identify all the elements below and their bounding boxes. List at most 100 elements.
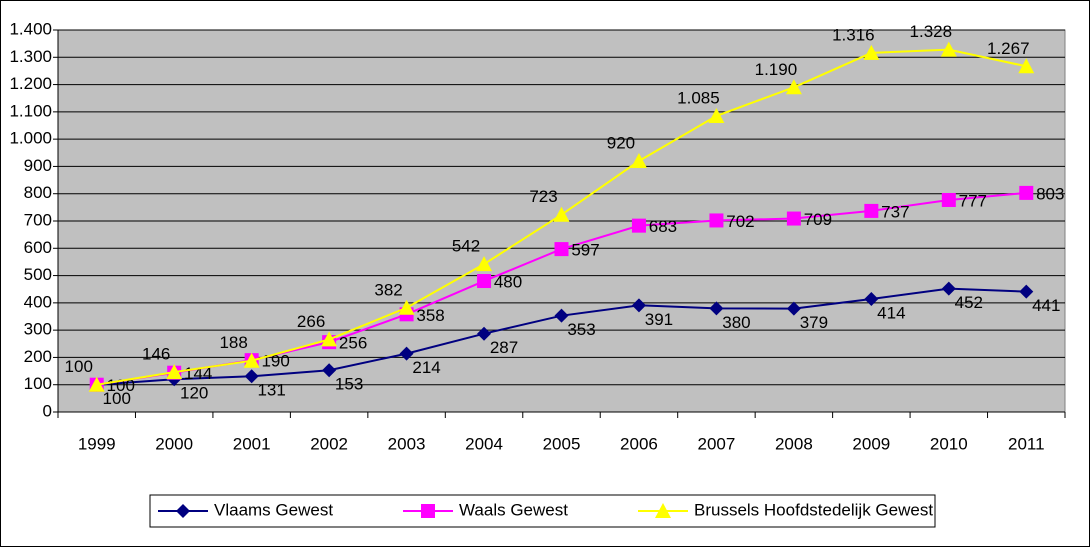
marker (553, 206, 570, 222)
y-tick-label: 1.300 (9, 47, 52, 66)
legend-marker (176, 504, 190, 518)
x-tick-label: 1999 (78, 434, 116, 453)
data-label: 452 (955, 293, 983, 312)
y-tick-label: 1.200 (9, 74, 52, 93)
data-label: 131 (257, 381, 285, 400)
marker (708, 107, 725, 123)
data-label: 1.316 (832, 25, 875, 44)
data-label: 266 (297, 312, 325, 331)
data-label: 803 (1036, 184, 1064, 203)
data-label: 214 (412, 358, 440, 377)
x-tick-label: 2008 (775, 434, 813, 453)
data-label: 920 (607, 133, 635, 152)
legend-marker (655, 503, 671, 518)
marker (864, 203, 879, 218)
legend-label: Brussels Hoofdstedelijk Gewest (694, 500, 933, 519)
marker (322, 363, 337, 378)
data-label: 256 (339, 334, 367, 353)
data-label: 777 (959, 191, 987, 210)
y-tick-label: 900 (24, 156, 52, 175)
marker (321, 331, 338, 347)
data-label: 441 (1032, 296, 1060, 315)
data-label: 414 (877, 304, 905, 323)
data-label: 100 (103, 389, 131, 408)
data-label: 100 (65, 357, 93, 376)
data-label: 188 (219, 333, 247, 352)
data-label: 709 (804, 210, 832, 229)
data-label: 1.190 (755, 60, 798, 79)
data-label: 120 (180, 384, 208, 403)
x-tick-label: 2009 (852, 434, 890, 453)
marker (243, 352, 260, 368)
y-tick-label: 400 (24, 292, 52, 311)
y-tick-label: 200 (24, 347, 52, 366)
x-tick-label: 2000 (155, 434, 193, 453)
x-tick-label: 2010 (930, 434, 968, 453)
y-tick-label: 500 (24, 265, 52, 284)
y-tick-label: 300 (24, 320, 52, 339)
marker (786, 211, 801, 226)
x-tick-label: 2011 (1008, 434, 1045, 453)
data-label: 379 (800, 313, 828, 332)
x-tick-label: 2001 (233, 434, 271, 453)
marker (631, 298, 646, 313)
data-label: 1.267 (987, 39, 1030, 58)
data-label: 683 (649, 217, 677, 236)
y-tick-label: 1.400 (9, 19, 52, 38)
marker (1018, 58, 1035, 74)
marker (398, 299, 415, 315)
data-label: 391 (645, 310, 673, 329)
marker (785, 79, 802, 95)
marker (941, 281, 956, 296)
marker (864, 292, 879, 307)
data-label: 597 (571, 241, 599, 260)
marker (630, 152, 647, 168)
data-label: 353 (567, 320, 595, 339)
marker (1019, 284, 1034, 299)
marker (709, 301, 724, 316)
x-tick-label: 2003 (388, 434, 426, 453)
marker (244, 369, 259, 384)
marker (477, 326, 492, 341)
data-label: 1.328 (910, 22, 953, 41)
y-tick-label: 1.100 (9, 101, 52, 120)
marker (941, 192, 956, 207)
marker (786, 301, 801, 316)
marker (1019, 185, 1034, 200)
marker (399, 346, 414, 361)
legend-marker (421, 504, 435, 518)
data-label: 100 (107, 376, 135, 395)
data-label: 542 (452, 237, 480, 256)
legend-box (149, 494, 936, 528)
marker (476, 256, 493, 272)
data-label: 723 (529, 187, 557, 206)
marker (166, 364, 183, 380)
marker (863, 44, 880, 60)
marker (554, 308, 569, 323)
data-label: 146 (142, 345, 170, 364)
legend: Vlaams Gewest Waals Gewest Brussels Hoofds… (149, 494, 936, 528)
x-tick-label: 2007 (698, 434, 736, 453)
data-label: 287 (490, 338, 518, 357)
data-label: 380 (722, 313, 750, 332)
data-label: 480 (494, 273, 522, 292)
y-tick-label: 0 (43, 401, 52, 420)
x-tick-label: 2002 (310, 434, 348, 453)
marker (554, 242, 569, 257)
legend-label: Waals Gewest (459, 500, 568, 519)
x-tick-label: 2006 (620, 434, 658, 453)
data-label: 153 (335, 375, 363, 394)
x-tick-label: 2005 (543, 434, 581, 453)
marker (940, 41, 957, 57)
y-tick-label: 800 (24, 183, 52, 202)
y-tick-label: 700 (24, 210, 52, 229)
legend-label: Vlaams Gewest (214, 500, 333, 519)
data-label: 702 (726, 212, 754, 231)
data-label: 1.085 (677, 88, 720, 107)
data-label: 358 (416, 306, 444, 325)
marker (631, 218, 646, 233)
data-label: 382 (374, 280, 402, 299)
data-label: 737 (881, 202, 909, 221)
marker (709, 213, 724, 228)
